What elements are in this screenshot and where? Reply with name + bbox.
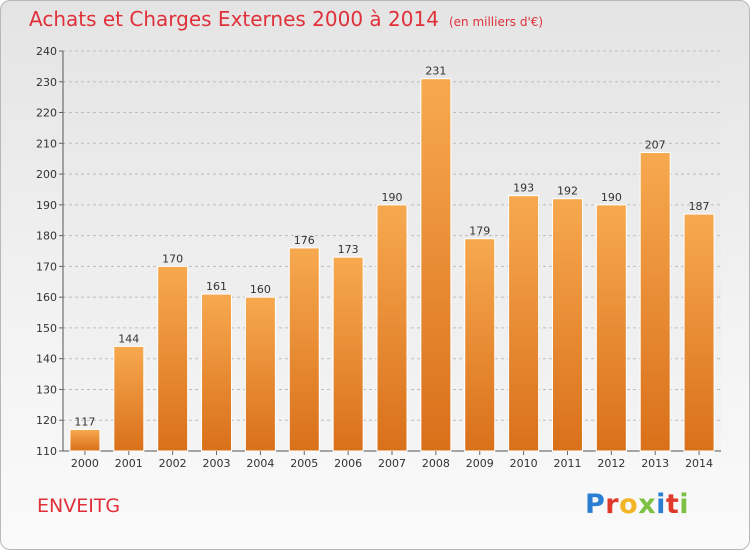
y-tick-label: 170: [36, 260, 57, 273]
bar-value-label: 207: [645, 139, 666, 152]
logo-letter: P: [585, 489, 606, 520]
logo-letter: t: [665, 489, 680, 520]
x-tick-label: 2004: [246, 457, 274, 470]
bar-value-label: 144: [118, 332, 139, 345]
bar: [464, 238, 496, 452]
x-tick-label: 2003: [203, 457, 231, 470]
x-tick-label: 2006: [334, 457, 362, 470]
bar: [551, 198, 583, 452]
x-tick-label: 2002: [159, 457, 187, 470]
y-tick-label: 120: [36, 414, 57, 427]
x-tick-label: 2013: [641, 457, 669, 470]
y-tick-label: 190: [36, 199, 57, 212]
bar: [244, 296, 276, 452]
bar: [639, 152, 671, 452]
logo-letter: r: [605, 489, 620, 520]
y-tick-label: 230: [36, 76, 57, 89]
bar: [376, 204, 408, 452]
x-tick-label: 2009: [466, 457, 494, 470]
bar-value-label: 190: [601, 191, 622, 204]
y-tick-label: 110: [36, 445, 57, 458]
bar-value-label: 190: [382, 191, 403, 204]
logo-letter: i: [679, 489, 690, 520]
title-unit: (en milliers d'€): [448, 15, 544, 29]
bar-value-label: 187: [689, 200, 710, 213]
chart-title: Achats et Charges Externes 2000 à 2014 (e…: [29, 7, 543, 31]
x-tick-label: 2000: [71, 457, 99, 470]
x-tick-label: 2011: [553, 457, 581, 470]
bar-value-label: 176: [294, 234, 315, 247]
logo-letter: i: [656, 489, 666, 520]
commune-name: ENVEITG: [37, 495, 121, 517]
y-tick-label: 140: [36, 353, 57, 366]
bar-value-label: 161: [206, 280, 227, 293]
bar-value-label: 170: [162, 252, 183, 265]
bar-value-label: 193: [513, 182, 534, 195]
bar-value-label: 231: [425, 65, 446, 78]
proxiti-logo[interactable]: Proxiti: [585, 489, 689, 520]
bar: [69, 428, 101, 452]
y-tick-label: 180: [36, 230, 57, 243]
x-tick-label: 2007: [378, 457, 406, 470]
bar: [508, 195, 540, 452]
x-tick-label: 2005: [290, 457, 318, 470]
y-tick-label: 160: [36, 291, 57, 304]
x-tick-label: 2001: [115, 457, 143, 470]
x-tick-label: 2010: [510, 457, 538, 470]
bar-value-label: 179: [469, 225, 490, 238]
bar-value-label: 173: [338, 243, 359, 256]
bar: [113, 345, 145, 452]
bar: [683, 213, 715, 452]
x-tick-label: 2008: [422, 457, 450, 470]
bar-value-label: 192: [557, 185, 578, 198]
bar: [288, 247, 320, 452]
bar-value-label: 160: [250, 283, 271, 296]
bar: [201, 293, 233, 452]
bar: [157, 265, 189, 452]
bar: [332, 256, 364, 452]
y-tick-label: 200: [36, 168, 57, 181]
bar-value-label: 117: [74, 415, 95, 428]
logo-letter: x: [638, 489, 657, 520]
y-tick-label: 220: [36, 107, 57, 120]
logo-letter: o: [619, 489, 639, 520]
bar: [420, 78, 452, 452]
y-tick-label: 130: [36, 383, 57, 396]
x-tick-label: 2012: [597, 457, 625, 470]
y-tick-label: 150: [36, 322, 57, 335]
x-tick-label: 2014: [685, 457, 713, 470]
y-tick-label: 240: [36, 45, 57, 58]
y-tick-label: 210: [36, 137, 57, 150]
title-text: Achats et Charges Externes 2000 à 2014: [29, 7, 439, 31]
bar: [595, 204, 627, 452]
